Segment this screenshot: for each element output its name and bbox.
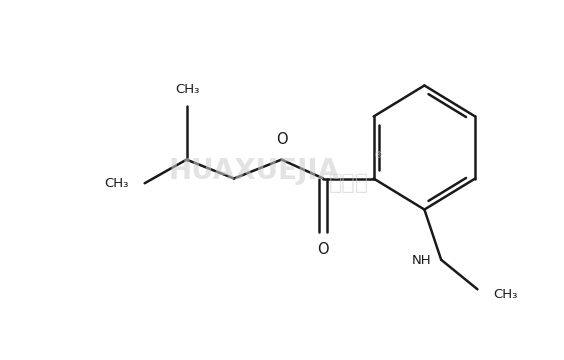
Text: CH₃: CH₃ (105, 177, 129, 190)
Text: NH: NH (412, 255, 431, 267)
Text: HUAXUEJIA: HUAXUEJIA (169, 157, 340, 185)
Text: CH₃: CH₃ (493, 288, 517, 301)
Text: O: O (318, 242, 329, 257)
Text: 化学加: 化学加 (329, 173, 369, 193)
Text: ®: ® (373, 151, 382, 160)
Text: CH₃: CH₃ (175, 83, 200, 96)
Text: O: O (276, 132, 287, 147)
